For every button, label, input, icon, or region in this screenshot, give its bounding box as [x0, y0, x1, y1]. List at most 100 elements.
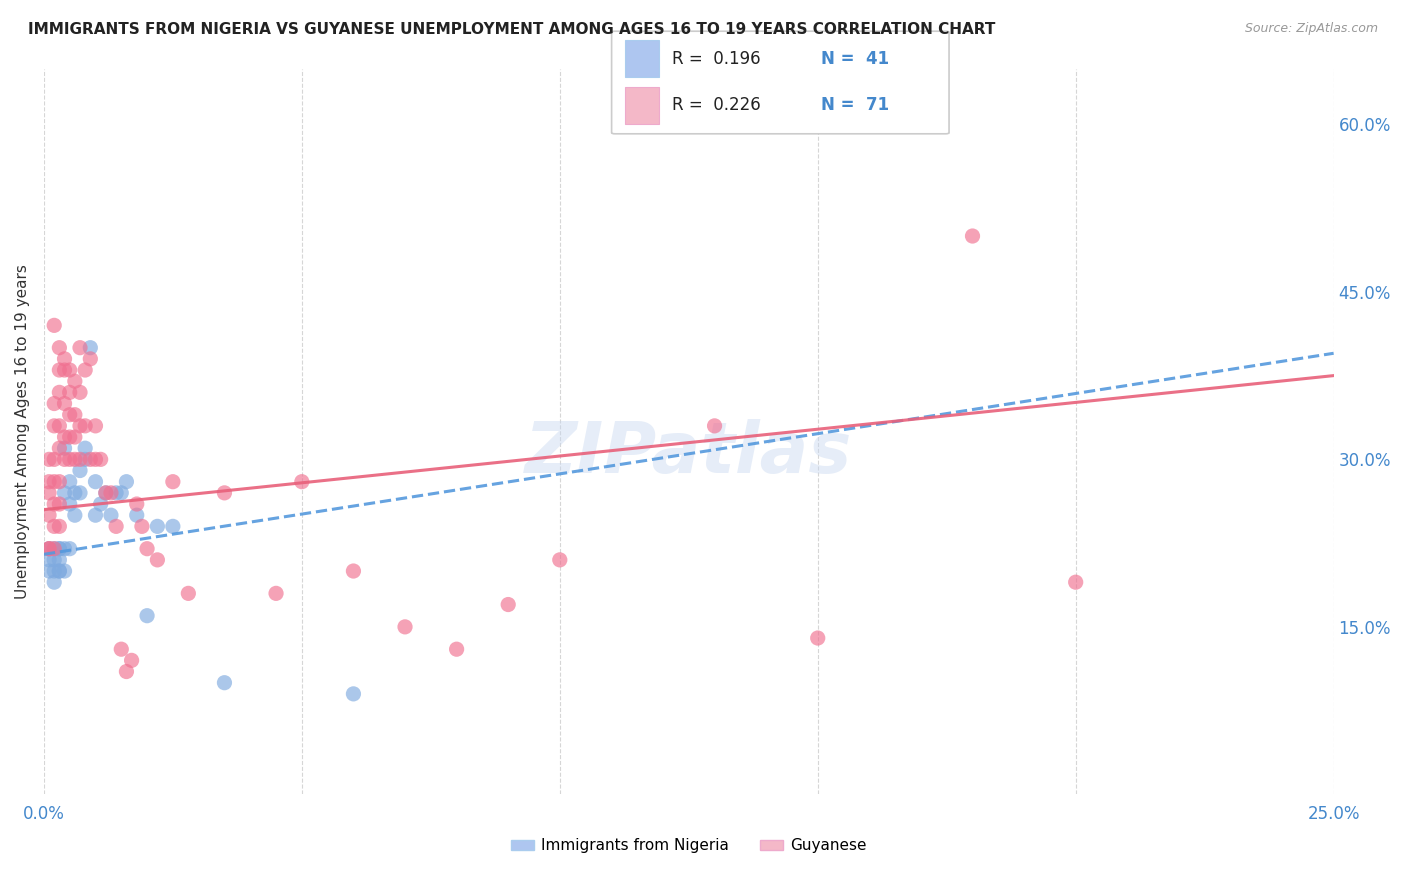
Point: [48, 564, 70, 578]
Point: [291, 475, 314, 489]
Point: [177, 586, 200, 600]
Point: [38, 452, 60, 467]
Point: [38, 475, 60, 489]
Point: [63, 452, 86, 467]
Point: [63, 508, 86, 523]
Point: [44, 575, 66, 590]
Point: [446, 642, 468, 657]
Point: [63, 486, 86, 500]
Point: [48, 475, 70, 489]
Point: [162, 475, 184, 489]
Point: [264, 586, 287, 600]
Point: [121, 653, 143, 667]
Point: [342, 564, 364, 578]
Point: [110, 642, 132, 657]
Point: [75, 441, 97, 455]
Point: [105, 486, 128, 500]
Point: [807, 631, 830, 645]
Point: [115, 475, 138, 489]
Point: [44, 318, 66, 333]
Point: [496, 598, 519, 612]
Point: [548, 553, 571, 567]
Point: [44, 541, 66, 556]
Point: [69, 463, 91, 477]
Point: [146, 519, 169, 533]
Point: [59, 430, 82, 444]
Point: [63, 408, 86, 422]
Text: ZIPatlas: ZIPatlas: [524, 418, 852, 488]
Bar: [626, 87, 659, 124]
Point: [48, 519, 70, 533]
Point: [44, 519, 66, 533]
Point: [59, 363, 82, 377]
Point: [48, 341, 70, 355]
Point: [59, 408, 82, 422]
Point: [94, 486, 117, 500]
Point: [394, 620, 416, 634]
Point: [90, 452, 112, 467]
Point: [63, 374, 86, 388]
Point: [44, 452, 66, 467]
Point: [131, 519, 153, 533]
Point: [44, 396, 66, 410]
Point: [162, 519, 184, 533]
Text: Source: ZipAtlas.com: Source: ZipAtlas.com: [1244, 22, 1378, 36]
Point: [48, 541, 70, 556]
Point: [69, 385, 91, 400]
Point: [105, 519, 128, 533]
Legend: Immigrants from Nigeria, Guyanese: Immigrants from Nigeria, Guyanese: [505, 832, 873, 859]
Point: [79, 452, 101, 467]
Point: [703, 418, 725, 433]
Point: [48, 564, 70, 578]
Text: IMMIGRANTS FROM NIGERIA VS GUYANESE UNEMPLOYMENT AMONG AGES 16 TO 19 YEARS CORRE: IMMIGRANTS FROM NIGERIA VS GUYANESE UNEM…: [28, 22, 995, 37]
FancyBboxPatch shape: [612, 31, 949, 134]
Point: [626, 106, 648, 120]
Point: [48, 553, 70, 567]
Point: [84, 452, 107, 467]
Point: [53, 452, 76, 467]
Point: [59, 475, 82, 489]
Point: [59, 452, 82, 467]
Point: [53, 430, 76, 444]
Text: N =  71: N = 71: [821, 96, 889, 114]
Point: [38, 541, 60, 556]
Text: R =  0.196: R = 0.196: [672, 50, 761, 68]
Point: [44, 418, 66, 433]
Point: [94, 486, 117, 500]
Point: [214, 486, 236, 500]
Point: [136, 541, 159, 556]
Point: [48, 541, 70, 556]
Point: [84, 508, 107, 523]
Text: N =  41: N = 41: [821, 50, 889, 68]
Point: [79, 341, 101, 355]
Point: [136, 608, 159, 623]
Point: [38, 564, 60, 578]
Y-axis label: Unemployment Among Ages 16 to 19 years: Unemployment Among Ages 16 to 19 years: [15, 264, 30, 599]
Point: [53, 486, 76, 500]
Point: [48, 497, 70, 511]
Point: [53, 396, 76, 410]
Point: [75, 418, 97, 433]
Point: [63, 430, 86, 444]
Point: [100, 508, 122, 523]
Point: [38, 541, 60, 556]
Point: [69, 418, 91, 433]
Point: [59, 497, 82, 511]
Point: [59, 385, 82, 400]
Point: [48, 385, 70, 400]
Point: [44, 564, 66, 578]
Point: [53, 541, 76, 556]
Point: [1064, 575, 1087, 590]
Point: [48, 363, 70, 377]
Point: [48, 418, 70, 433]
Point: [69, 452, 91, 467]
Point: [84, 475, 107, 489]
Point: [84, 418, 107, 433]
Point: [38, 553, 60, 567]
Point: [79, 351, 101, 366]
Point: [59, 541, 82, 556]
Point: [53, 351, 76, 366]
Point: [125, 508, 148, 523]
Text: R =  0.226: R = 0.226: [672, 96, 761, 114]
Point: [44, 541, 66, 556]
